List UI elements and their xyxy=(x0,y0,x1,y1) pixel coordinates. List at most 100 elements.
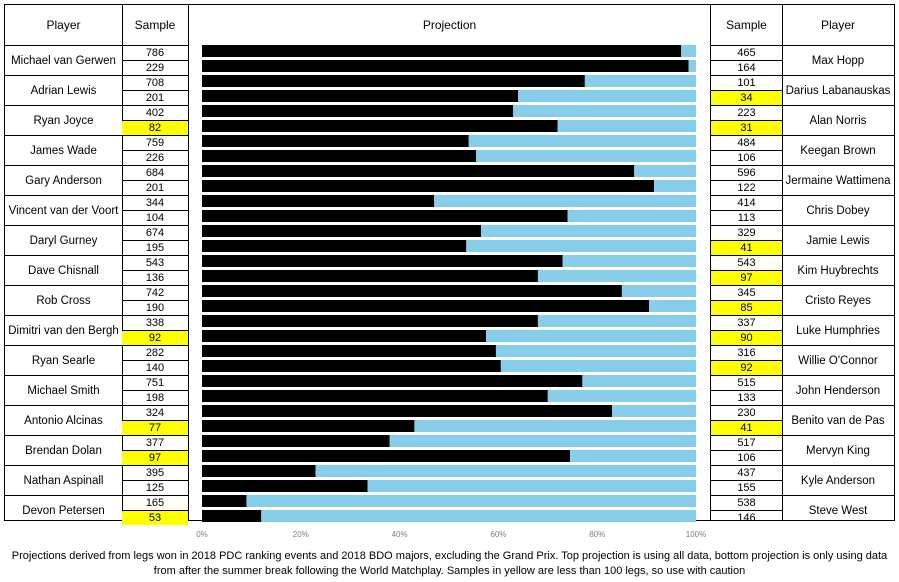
left-player-name: James Wade xyxy=(5,135,122,165)
left-sample-cell: 97 xyxy=(122,450,188,465)
right-player-name: Max Hopp xyxy=(782,45,894,75)
left-sample-cell: 82 xyxy=(122,120,188,135)
caption-line-2: from after the summer break following th… xyxy=(153,565,746,577)
right-player-header: Player xyxy=(820,18,855,32)
right-sample-cell: 164 xyxy=(711,60,782,75)
projection-bar-right-share xyxy=(562,255,696,267)
right-player-name: Steve West xyxy=(782,495,894,525)
projection-bar-right-share xyxy=(649,300,696,312)
right-sample-cell: 538 xyxy=(711,495,782,510)
right-sample-cell: 97 xyxy=(711,270,782,285)
right-sample-cell: 113 xyxy=(711,210,782,225)
left-sample-cell: 324 xyxy=(122,405,188,420)
right-sample-cell: 85 xyxy=(711,300,782,315)
projection-bar-left-share xyxy=(202,315,538,327)
left-sample-cell: 684 xyxy=(122,165,188,180)
projection-bar-left-share xyxy=(202,435,390,447)
chart-title: Projection xyxy=(422,18,477,32)
left-sample-cell: 140 xyxy=(122,360,188,375)
left-player-name: Nathan Aspinall xyxy=(5,465,122,495)
projection-bar-right-share xyxy=(261,510,696,522)
left-player-name: Dimitri van den Bergh xyxy=(5,315,122,345)
left-sample-cell: 77 xyxy=(122,420,188,435)
right-sample-cell: 484 xyxy=(711,135,782,150)
right-player-name: Keegan Brown xyxy=(782,135,894,165)
projection-bar-right-share xyxy=(389,435,696,447)
projection-bars: 0% 20% 40% 60% 80% 100% xyxy=(196,45,706,539)
right-player-table: Sample Player Max Hopp 465 164 Darius Laban… xyxy=(710,4,895,524)
right-player-name: Alan Norris xyxy=(782,105,894,135)
left-sample-cell: 201 xyxy=(122,180,188,195)
right-player-name: Jermaine Wattimena xyxy=(782,165,894,195)
projection-bar-right-share xyxy=(414,420,696,432)
left-sample-header: Sample xyxy=(134,18,176,32)
x-tick-label: 80% xyxy=(589,530,605,539)
projection-bar-right-share xyxy=(468,135,696,147)
right-sample-cell: 92 xyxy=(711,360,782,375)
right-sample-cell: 106 xyxy=(711,150,782,165)
left-sample-cell: 674 xyxy=(122,225,188,240)
projection-bar-right-share xyxy=(582,375,696,387)
left-player-name: Adrian Lewis xyxy=(5,75,122,105)
left-player-table: Player Sample Michael van Gerwen 786 229 Ad… xyxy=(4,4,189,525)
left-sample-cell: 195 xyxy=(122,240,188,255)
right-sample-cell: 437 xyxy=(711,465,782,480)
projection-bar-left-share xyxy=(202,165,635,177)
projection-bar-right-share xyxy=(681,45,696,57)
projection-bar-left-share xyxy=(202,195,435,207)
right-sample-cell: 543 xyxy=(711,255,782,270)
left-sample-cell: 165 xyxy=(122,495,188,510)
projection-bar-left-share xyxy=(202,360,501,372)
right-player-name: Jamie Lewis xyxy=(782,225,894,255)
right-player-name: Willie O'Connor xyxy=(782,345,894,375)
right-player-name: Cristo Reyes xyxy=(782,285,894,315)
projection-bar-left-share xyxy=(202,330,487,342)
right-player-name: John Henderson xyxy=(782,375,894,405)
projection-bar-left-share xyxy=(202,405,613,417)
x-tick-label: 60% xyxy=(490,530,506,539)
right-sample-cell: 345 xyxy=(711,285,782,300)
left-sample-cell: 190 xyxy=(122,300,188,315)
left-sample-cell: 344 xyxy=(122,195,188,210)
right-sample-cell: 414 xyxy=(711,195,782,210)
projection-bar-left-share xyxy=(202,120,558,132)
right-sample-cell: 41 xyxy=(711,420,782,435)
left-player-header: Player xyxy=(46,18,81,32)
left-sample-cell: 338 xyxy=(122,315,188,330)
left-sample-cell: 104 xyxy=(122,210,188,225)
right-player-name: Kyle Anderson xyxy=(782,465,894,495)
projection-bar-left-share xyxy=(202,390,548,402)
left-sample-cell: 402 xyxy=(122,105,188,120)
right-sample-cell: 31 xyxy=(711,120,782,135)
left-sample-cell: 282 xyxy=(122,345,188,360)
left-player-name: Vincent van der Voort xyxy=(5,195,122,225)
projection-bar-left-share xyxy=(202,105,514,117)
projection-bar-left-share xyxy=(202,420,415,432)
projection-bar-right-share xyxy=(537,315,696,327)
left-player-name: Daryl Gurney xyxy=(5,225,122,255)
projection-bar-right-share xyxy=(612,405,696,417)
right-table-divider xyxy=(782,5,783,520)
projection-bar-right-share xyxy=(621,285,696,297)
projection-bar-left-share xyxy=(202,210,568,222)
projection-bar-left-share xyxy=(202,45,682,57)
right-sample-cell: 465 xyxy=(711,45,782,60)
projection-bar-left-share xyxy=(202,180,655,192)
left-player-name: Dave Chisnall xyxy=(5,255,122,285)
projection-bar-left-share xyxy=(202,255,563,267)
projection-bar-left-share xyxy=(202,375,583,387)
left-player-name: Ryan Searle xyxy=(5,345,122,375)
projection-bar-left-share xyxy=(202,345,496,357)
left-sample-cell: 742 xyxy=(122,285,188,300)
right-sample-cell: 106 xyxy=(711,450,782,465)
projection-bar-left-share xyxy=(202,90,519,102)
projection-bar-right-share xyxy=(476,150,696,162)
right-sample-header: Sample xyxy=(726,18,767,32)
right-player-name: Chris Dobey xyxy=(782,195,894,225)
right-sample-cell: 316 xyxy=(711,345,782,360)
projection-bar-left-share xyxy=(202,60,689,72)
projection-bar-right-share xyxy=(654,180,696,192)
projection-bar-left-share xyxy=(202,150,477,162)
right-player-name: Darius Labanauskas xyxy=(782,75,894,105)
left-player-name: Devon Petersen xyxy=(5,495,122,525)
